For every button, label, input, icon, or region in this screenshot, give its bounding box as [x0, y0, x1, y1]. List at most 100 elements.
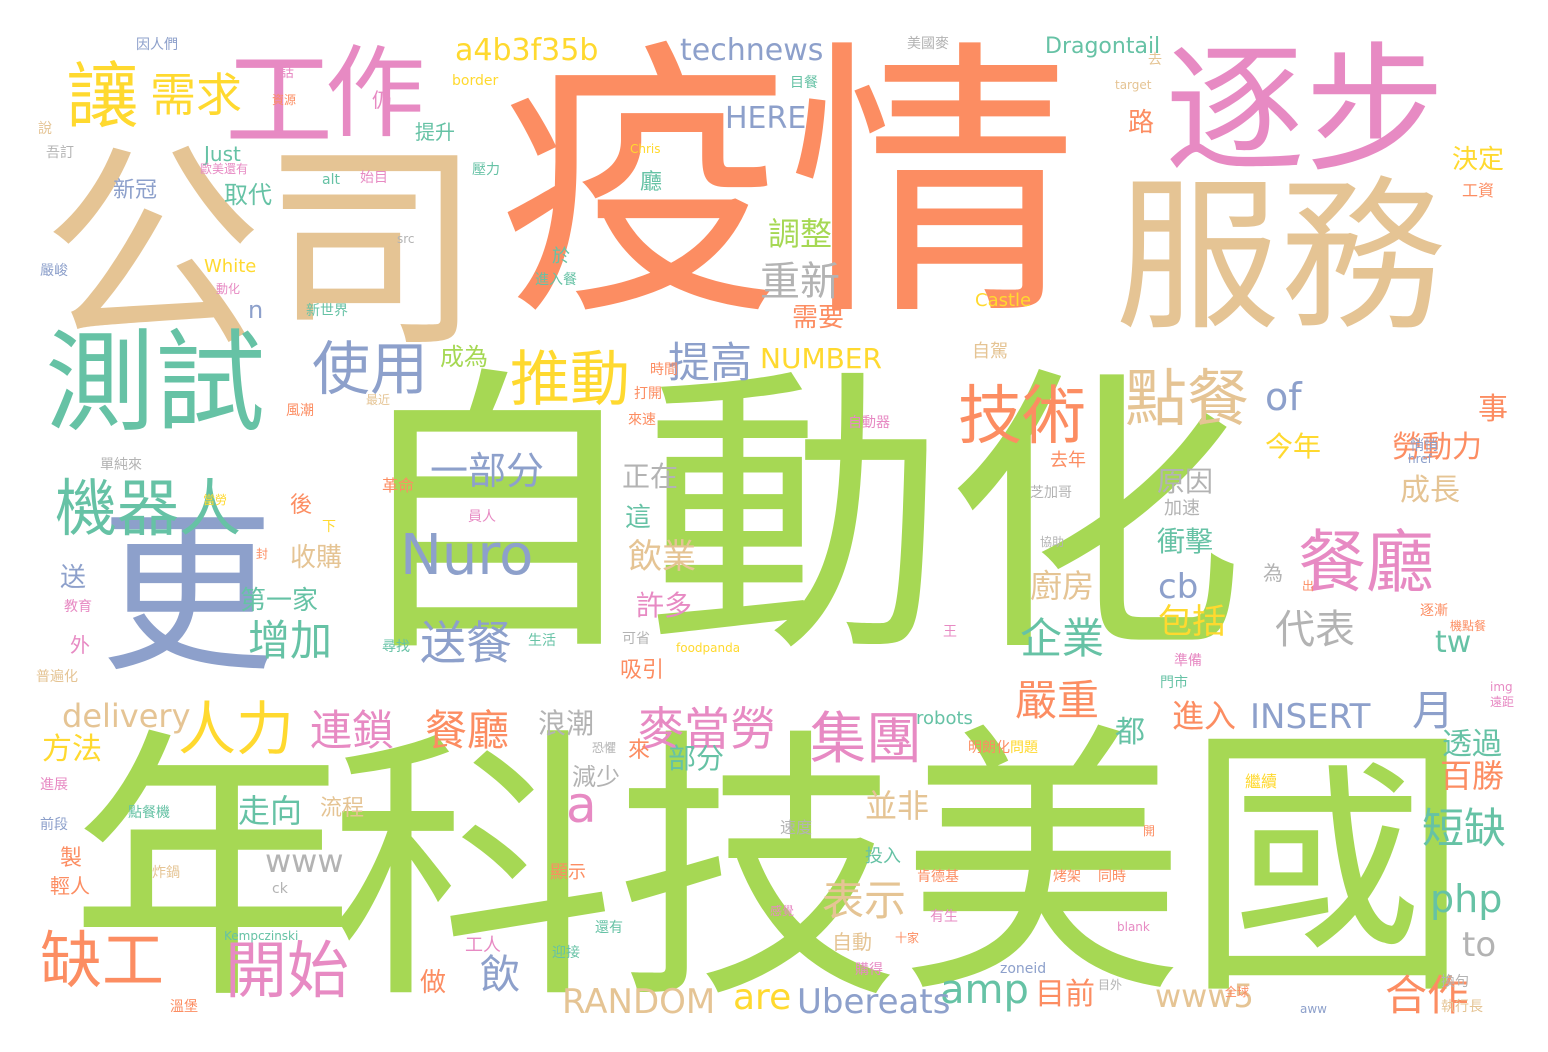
- word: 浪潮: [538, 707, 595, 740]
- word: 迎接: [552, 945, 580, 961]
- word: 壓力: [472, 162, 500, 178]
- word: 於: [552, 246, 570, 267]
- word: 讓: [54, 58, 138, 130]
- word: 炸鍋: [152, 865, 180, 881]
- word: 短缺: [1422, 804, 1507, 853]
- word: 百勝: [1440, 757, 1505, 795]
- word: 最近: [366, 393, 391, 407]
- word: to: [1462, 925, 1497, 965]
- word: 單純來: [100, 457, 142, 473]
- word: 合作: [1385, 971, 1470, 1020]
- word: 門市: [1160, 675, 1188, 691]
- word: 作: [325, 35, 425, 152]
- word: target: [1115, 78, 1152, 92]
- word: 原因: [1157, 465, 1214, 498]
- word: 集團: [810, 707, 922, 772]
- word: 進入: [1172, 697, 1237, 735]
- word: tw: [1435, 625, 1472, 660]
- word: 協助: [1040, 535, 1065, 549]
- word: 自駕: [972, 341, 1008, 362]
- word: 增加: [248, 616, 333, 665]
- word: 取代: [224, 181, 272, 209]
- word: 自動化: [345, 343, 1245, 692]
- word: 這: [625, 503, 652, 533]
- word: a: [566, 776, 597, 834]
- word: 提高: [668, 338, 753, 387]
- word: ck: [272, 881, 288, 897]
- word: White: [204, 256, 257, 277]
- word: 透過: [1442, 727, 1502, 762]
- word: Ubereats: [797, 982, 951, 1022]
- word: 人力: [178, 695, 295, 763]
- word: 飲: [480, 952, 520, 998]
- word: Dragontail: [1045, 34, 1161, 59]
- word: 去年: [1050, 450, 1086, 471]
- word: 來速: [628, 412, 656, 428]
- word: 可省: [622, 631, 650, 647]
- word: 今年: [1265, 430, 1322, 463]
- word: 開: [1143, 824, 1156, 838]
- word: alt: [322, 172, 340, 188]
- word: 衝擊: [1157, 525, 1214, 558]
- word: 感覺: [770, 904, 795, 918]
- word: of: [1265, 375, 1302, 419]
- word: 資源: [272, 93, 297, 107]
- word: 開始: [225, 934, 350, 1007]
- word: 進入餐: [535, 272, 577, 288]
- word: 美國: [900, 701, 1470, 1033]
- word: INSERT: [1250, 697, 1371, 737]
- word: php: [1430, 877, 1503, 921]
- word: 烤架: [1053, 869, 1081, 885]
- word: 輕人: [50, 874, 90, 898]
- word: 歐美還有: [200, 162, 249, 176]
- word: foodpanda: [676, 641, 741, 655]
- word: 餐廳: [425, 706, 510, 755]
- word: 事: [1478, 392, 1508, 427]
- word: 公司: [42, 122, 483, 378]
- word: 打開: [634, 386, 662, 402]
- word: 尋找: [382, 639, 410, 655]
- word: 換句: [1441, 974, 1469, 990]
- word: 芝加哥: [1030, 485, 1072, 501]
- word: 需求: [150, 68, 242, 122]
- word: 前段: [40, 817, 68, 833]
- word: 點餐機: [128, 805, 170, 821]
- word: 逐漸: [1420, 603, 1448, 619]
- word: 機點餐: [1450, 619, 1487, 633]
- word: 飲業: [628, 537, 696, 577]
- word: 服務: [1115, 161, 1445, 353]
- word: 逐步: [1165, 30, 1446, 193]
- word: 提升: [415, 120, 455, 144]
- word: 一部分: [430, 449, 545, 493]
- word: 吸引: [620, 658, 665, 683]
- word: robots: [916, 708, 973, 729]
- word: 決定: [1452, 145, 1505, 175]
- word: 推動: [510, 345, 630, 415]
- word: a4b3f35b: [455, 33, 599, 68]
- word: 新冠: [113, 178, 158, 203]
- word: src: [397, 232, 415, 246]
- word: 投入: [865, 846, 901, 867]
- word: 目餐: [790, 75, 818, 91]
- word: 成為: [440, 343, 488, 371]
- word: 說: [38, 121, 52, 137]
- word: 新世界: [306, 303, 348, 319]
- word: 麥當勞: [638, 702, 776, 756]
- word: cb: [1158, 567, 1199, 607]
- word: 有生: [930, 909, 958, 925]
- word: 恐懼: [592, 741, 617, 755]
- word: 出: [1302, 579, 1315, 593]
- word: 為: [1263, 561, 1283, 585]
- word: 廚房: [1030, 567, 1095, 605]
- word: zoneid: [1000, 961, 1047, 977]
- word: 封: [256, 547, 269, 561]
- word: 勞動力: [1392, 430, 1482, 465]
- word: 自動: [832, 930, 872, 954]
- word: 正在: [622, 460, 679, 493]
- word: 顯示: [550, 862, 586, 883]
- word: 外: [70, 633, 90, 657]
- word: 速度: [780, 818, 813, 837]
- word: 還有: [595, 920, 623, 936]
- word: 後: [290, 493, 313, 518]
- word: 製: [60, 846, 83, 871]
